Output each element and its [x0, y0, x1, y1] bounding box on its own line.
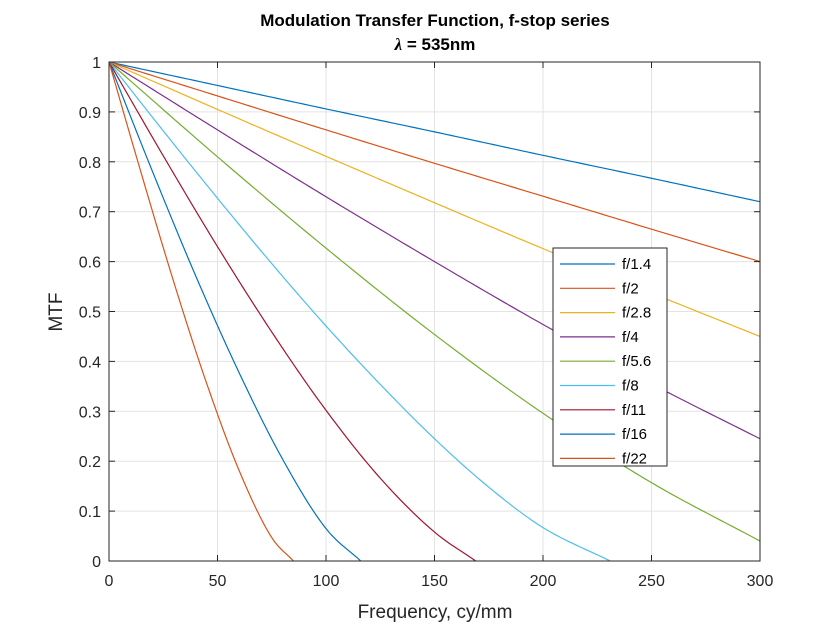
y-tick-label: 0.4 [79, 354, 101, 371]
legend-box [552, 247, 668, 467]
y-tick-label: 0.8 [79, 155, 101, 172]
series-lines [108, 61, 761, 562]
series-line-f-8 [108, 61, 611, 562]
chart-title: Modulation Transfer Function, f-stop ser… [260, 11, 609, 30]
y-tick-label: 1 [92, 55, 101, 72]
y-tick-label: 0.2 [79, 454, 101, 471]
legend-label: f/8 [622, 378, 639, 395]
legend: f/1.4 f/2 f/2.8 f/4 f/5.6 f/8 f/11 f/16 f/22 [552, 247, 668, 467]
x-tick-label: 300 [747, 573, 774, 590]
x-tick-label: 0 [105, 573, 114, 590]
y-axis-label: MTF [46, 292, 67, 331]
chart-subtitle: λ = 535nm [394, 35, 476, 54]
legend-label: f/2 [622, 280, 639, 297]
series-line-f-2 [108, 61, 761, 263]
tick-labels: 0 50 100 150 200 250 300 0 0.1 0.2 0.3 0.4 0.5 0.6 0.7… [79, 55, 774, 590]
lambda-symbol: λ [394, 35, 403, 54]
x-tick-label: 100 [313, 573, 340, 590]
legend-label: f/1.4 [622, 256, 651, 273]
series-line-f-16 [108, 61, 362, 562]
legend-label: f/11 [622, 402, 646, 419]
y-tick-label: 0.6 [79, 255, 101, 272]
y-tick-label: 0.7 [79, 205, 101, 222]
x-tick-label: 200 [530, 573, 557, 590]
series-line-f-11 [108, 61, 477, 562]
y-tick-label: 0 [92, 554, 101, 571]
series-line-f-5-6 [108, 61, 761, 542]
y-tick-label: 0.3 [79, 404, 101, 421]
legend-label: f/5.6 [622, 353, 651, 370]
y-tick-label: 0.9 [79, 105, 101, 122]
series-line-f-1-4 [108, 61, 761, 203]
legend-label: f/4 [622, 329, 639, 346]
legend-label: f/2.8 [622, 305, 651, 322]
legend-label: f/16 [622, 426, 647, 443]
wavelength-text: = 535nm [402, 35, 475, 54]
x-tick-label: 150 [421, 573, 448, 590]
series-line-f-22 [108, 61, 294, 562]
x-axis-label: Frequency, cy/mm [358, 602, 513, 623]
legend-label: f/22 [622, 450, 647, 467]
x-tick-label: 50 [209, 573, 227, 590]
y-tick-label: 0.1 [79, 504, 101, 521]
x-tick-label: 250 [638, 573, 665, 590]
y-tick-label: 0.5 [79, 305, 101, 322]
